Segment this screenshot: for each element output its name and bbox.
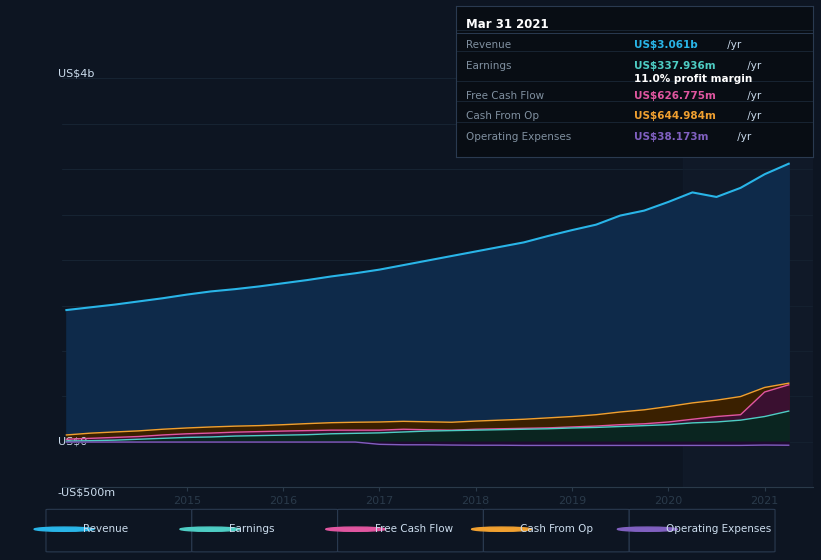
Text: /yr: /yr — [744, 111, 761, 121]
Circle shape — [34, 527, 94, 531]
FancyBboxPatch shape — [46, 510, 192, 552]
Text: US$626.775m: US$626.775m — [635, 91, 716, 101]
Bar — [683, 78, 813, 487]
Text: US$38.173m: US$38.173m — [635, 132, 709, 142]
Text: Earnings: Earnings — [466, 61, 511, 71]
Text: Cash From Op: Cash From Op — [521, 524, 594, 534]
Text: US$4b: US$4b — [57, 68, 94, 78]
Text: Operating Expenses: Operating Expenses — [466, 132, 571, 142]
Text: /yr: /yr — [744, 61, 761, 71]
Circle shape — [617, 527, 677, 531]
FancyBboxPatch shape — [192, 510, 337, 552]
FancyBboxPatch shape — [629, 510, 775, 552]
Text: Free Cash Flow: Free Cash Flow — [374, 524, 452, 534]
Text: Operating Expenses: Operating Expenses — [667, 524, 772, 534]
Text: 11.0% profit margin: 11.0% profit margin — [635, 74, 753, 84]
Circle shape — [471, 527, 531, 531]
Circle shape — [326, 527, 386, 531]
Text: US$3.061b: US$3.061b — [635, 40, 698, 50]
Text: Mar 31 2021: Mar 31 2021 — [466, 18, 549, 31]
Text: Cash From Op: Cash From Op — [466, 111, 539, 121]
Text: US$337.936m: US$337.936m — [635, 61, 716, 71]
Text: Revenue: Revenue — [466, 40, 511, 50]
Text: Earnings: Earnings — [229, 524, 274, 534]
Text: /yr: /yr — [724, 40, 741, 50]
Text: -US$500m: -US$500m — [57, 487, 116, 497]
Text: /yr: /yr — [744, 91, 761, 101]
Text: US$0: US$0 — [57, 437, 87, 447]
FancyBboxPatch shape — [337, 510, 484, 552]
Text: US$644.984m: US$644.984m — [635, 111, 716, 121]
Text: Revenue: Revenue — [83, 524, 128, 534]
Circle shape — [180, 527, 240, 531]
Text: Free Cash Flow: Free Cash Flow — [466, 91, 544, 101]
FancyBboxPatch shape — [484, 510, 629, 552]
Text: /yr: /yr — [734, 132, 751, 142]
